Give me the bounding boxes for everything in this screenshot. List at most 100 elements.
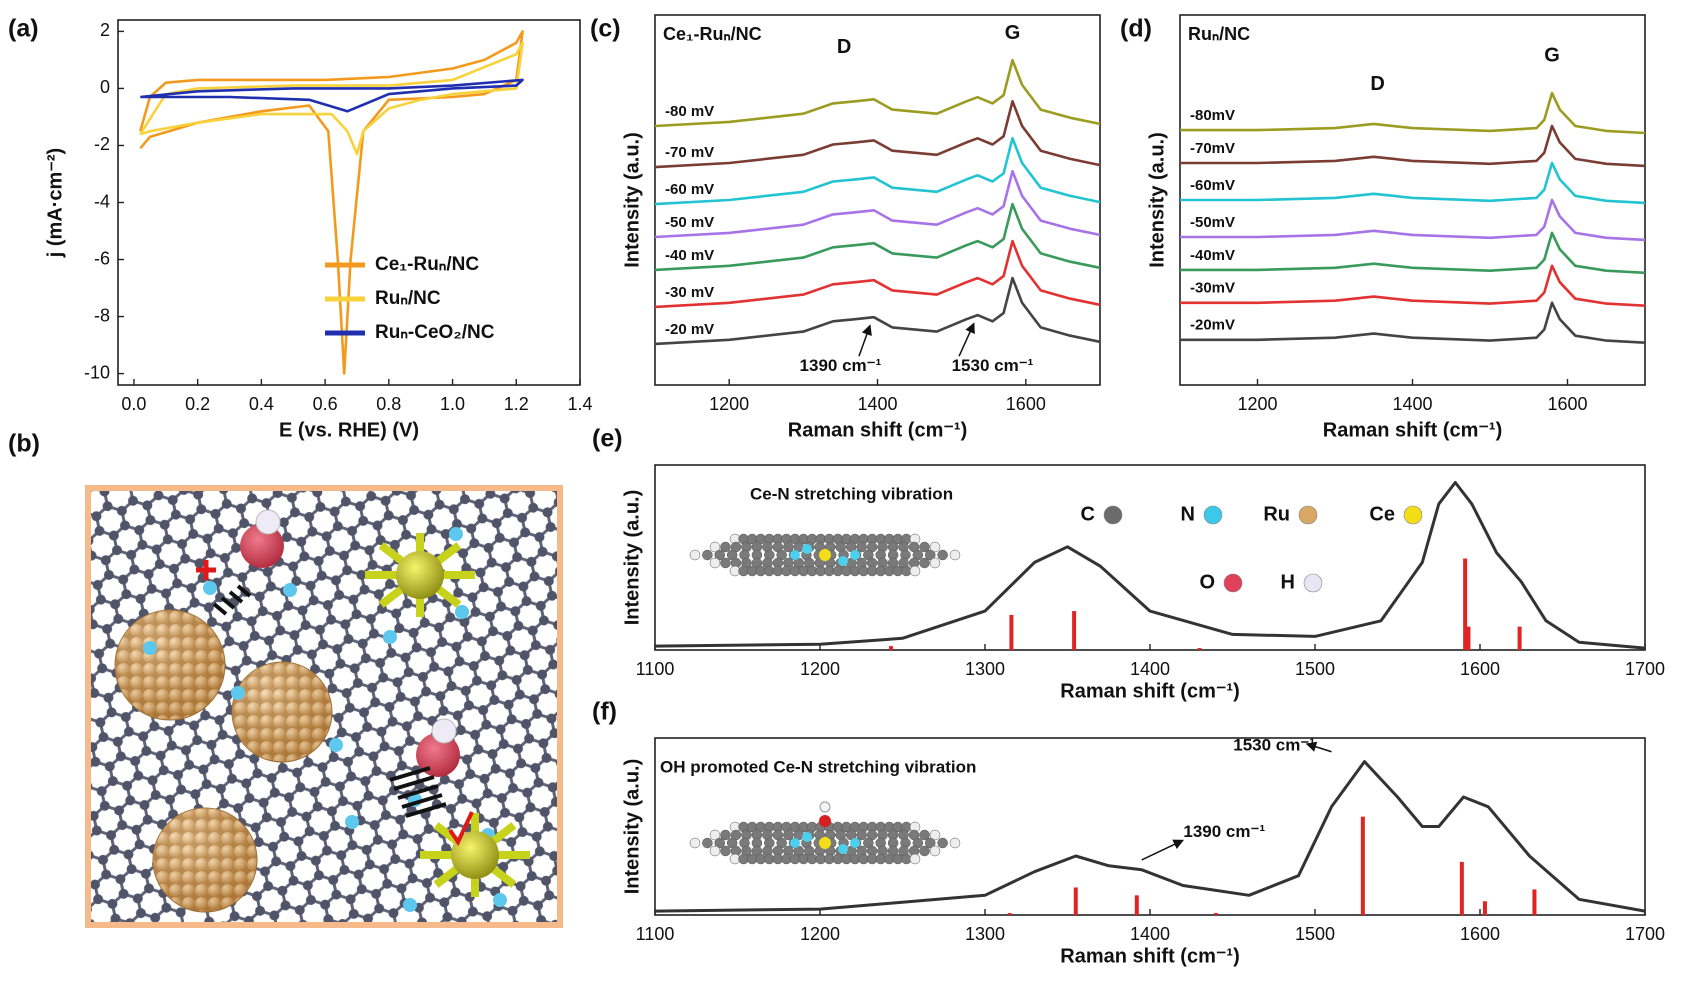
series-line	[1180, 301, 1646, 344]
x-tick-label: 1300	[965, 924, 1005, 944]
model-n	[802, 832, 812, 842]
y-tick-label: 0	[100, 77, 110, 97]
x-tick-label: 1500	[1295, 659, 1335, 679]
atom-label: Ce	[1369, 503, 1395, 525]
n-atom	[383, 630, 397, 644]
model-atom	[689, 837, 701, 849]
model-atom	[919, 829, 930, 841]
model-atom	[949, 549, 961, 561]
atom-label: H	[1281, 571, 1295, 593]
illustration-atoms	[114, 509, 530, 913]
model-o	[819, 815, 831, 827]
annotation: 1530 cm⁻¹	[952, 356, 1034, 375]
x-tick-label: 1400	[1392, 394, 1432, 414]
red-check	[448, 811, 474, 847]
model-atom	[929, 829, 941, 841]
series-label: -70mV	[1190, 140, 1235, 157]
atom-label: Ru	[1263, 503, 1290, 525]
stick	[1360, 816, 1365, 915]
legend-label: Ce₁-Ruₙ/NC	[375, 254, 479, 275]
x-tick-label: 1100	[636, 659, 675, 679]
model-ce	[819, 549, 831, 561]
series-label: -70 mV	[665, 144, 714, 161]
model-atom	[919, 845, 930, 857]
x-tick-label: 1600	[1006, 394, 1046, 414]
y-axis-label: Intensity (a.u.)	[1146, 132, 1168, 268]
model-atom	[702, 837, 713, 849]
panel-label: (d)	[1120, 15, 1152, 43]
stick	[1134, 895, 1139, 915]
model-atom	[709, 557, 721, 569]
h-atom	[255, 509, 281, 535]
atom-swatch	[1303, 573, 1323, 593]
series-line	[654, 760, 1646, 913]
y-tick-label: -4	[94, 191, 110, 211]
model-n	[838, 556, 848, 566]
stick	[1482, 901, 1487, 915]
series-line	[1180, 198, 1646, 242]
model-atom	[856, 829, 867, 841]
series-label: -20mV	[1190, 317, 1235, 334]
series-line	[1180, 91, 1646, 135]
model-n	[850, 550, 860, 560]
x-tick-label: 1700	[1625, 924, 1665, 944]
x-tick-label: 1.0	[440, 394, 465, 414]
series-label: -40mV	[1190, 247, 1235, 264]
model-atom	[720, 845, 731, 857]
model-atom	[714, 549, 726, 561]
interaction-dash	[401, 793, 443, 809]
series-line	[1180, 231, 1646, 275]
ru-cluster-shine	[232, 662, 332, 762]
legend-label: Ruₙ-CeO₂/NC	[375, 322, 495, 343]
model-atom	[919, 557, 930, 569]
x-tick-label: 1.4	[567, 394, 592, 414]
series-label: -80mV	[1190, 107, 1235, 124]
series-line	[140, 78, 524, 113]
x-axis-label: Raman shift (cm⁻¹)	[1323, 419, 1502, 441]
ru-cluster-shine	[153, 808, 257, 912]
atom-label: C	[1081, 503, 1095, 525]
series-line	[654, 276, 1101, 346]
n-atom	[449, 527, 463, 541]
model-atom	[949, 837, 961, 849]
stick	[1009, 614, 1014, 650]
series-line	[654, 169, 1101, 239]
y-axis-label: j (mA·cm⁻²)	[44, 148, 66, 258]
chart-title: Ruₙ/NC	[1188, 24, 1250, 44]
model-atom	[919, 541, 930, 553]
stick	[1532, 889, 1537, 915]
annotation: 1530 cm⁻¹	[1233, 735, 1315, 754]
model-atom	[929, 557, 941, 569]
stick	[888, 646, 893, 650]
interaction-dash	[220, 596, 236, 610]
model-atom	[909, 565, 921, 577]
series-line	[1180, 124, 1646, 168]
series-label: -80 mV	[665, 103, 714, 120]
series-label: -30 mV	[665, 284, 714, 301]
series-line	[1180, 264, 1646, 307]
x-axis-label: E (vs. RHE) (V)	[279, 419, 419, 441]
stick	[1197, 648, 1202, 650]
x-tick-label: 0.2	[185, 394, 210, 414]
model-n	[838, 844, 848, 854]
series-line	[1180, 161, 1646, 205]
ce-atom	[396, 551, 444, 599]
series-line	[654, 137, 1101, 206]
x-tick-label: 0.0	[121, 394, 146, 414]
model-atom	[783, 829, 794, 841]
series-label: -20 mV	[665, 321, 714, 338]
model-atom	[702, 549, 713, 561]
chart-title: Ce₁-Ruₙ/NC	[663, 24, 762, 44]
atom-label: O	[1199, 571, 1215, 593]
annotation: 1390 cm⁻¹	[1183, 822, 1265, 841]
n-atom	[203, 581, 217, 595]
o-atom	[240, 524, 284, 568]
panel-label: (c)	[590, 15, 621, 43]
ce-atom	[451, 831, 499, 879]
atom-swatch	[1103, 505, 1123, 525]
x-tick-label: 1200	[709, 394, 749, 414]
x-tick-label: 1200	[800, 924, 840, 944]
y-axis-label: Intensity (a.u.)	[621, 490, 643, 626]
annotation: D	[837, 36, 851, 58]
n-atom	[493, 893, 507, 907]
